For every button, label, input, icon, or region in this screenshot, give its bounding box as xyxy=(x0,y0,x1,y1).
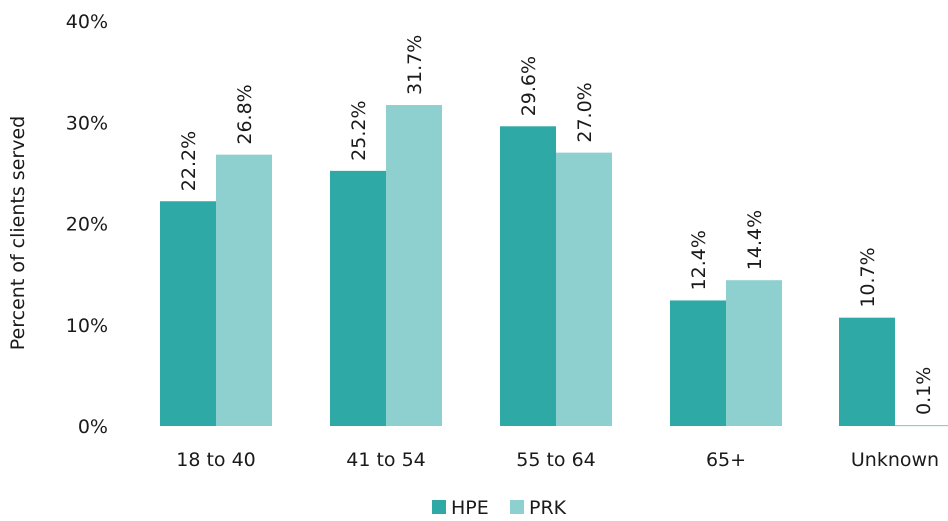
legend-swatch-hpe xyxy=(432,500,446,514)
bar-prk xyxy=(556,152,612,426)
y-tick-label: 30% xyxy=(66,112,108,134)
y-tick-label: 10% xyxy=(66,315,108,337)
bar-prk xyxy=(386,105,442,426)
data-label: 27.0% xyxy=(574,82,596,142)
x-tick-label: 55 to 64 xyxy=(516,449,596,471)
data-label: 25.2% xyxy=(348,100,370,160)
bar-prk xyxy=(895,424,948,427)
bar-hpe xyxy=(839,317,895,426)
data-label: 29.6% xyxy=(518,56,540,116)
data-label: 0.1% xyxy=(913,367,935,415)
data-label: 10.7% xyxy=(857,247,879,307)
data-label: 14.4% xyxy=(744,210,766,270)
bar-prk xyxy=(216,154,272,426)
data-label: 22.2% xyxy=(178,131,200,191)
bar-hpe xyxy=(160,201,216,426)
x-tick-label: 41 to 54 xyxy=(346,449,426,471)
x-tick-label: Unknown xyxy=(851,449,939,471)
bar-hpe xyxy=(670,300,726,426)
y-tick-label: 40% xyxy=(66,11,108,33)
y-axis-title: Percent of clients served xyxy=(7,116,29,350)
bar-hpe xyxy=(330,170,386,426)
y-axis: 0% 10% 20% 30% 40% xyxy=(66,11,108,438)
bar-prk xyxy=(726,280,782,426)
x-axis: 18 to 40 41 to 54 55 to 64 65+ Unknown xyxy=(176,449,939,471)
x-tick-label: 65+ xyxy=(706,449,746,471)
y-tick-label: 20% xyxy=(66,214,108,236)
y-tick-label: 0% xyxy=(78,416,108,438)
legend-label-hpe: HPE xyxy=(451,497,489,519)
legend-swatch-prk xyxy=(510,500,524,514)
plot-area: 22.2% 26.8% 25.2% 31.7% 29.6% 27.0% 12.4% 14.4%… xyxy=(160,35,948,427)
data-label: 12.4% xyxy=(688,230,710,290)
data-label: 26.8% xyxy=(234,84,256,144)
data-label: 31.7% xyxy=(404,35,426,95)
x-tick-label: 18 to 40 xyxy=(176,449,256,471)
legend: HPE PRK xyxy=(432,497,567,519)
legend-label-prk: PRK xyxy=(529,497,567,519)
bar-hpe xyxy=(500,126,556,427)
